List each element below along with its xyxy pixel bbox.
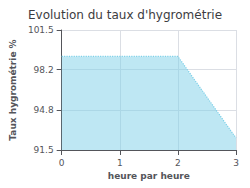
svg-text:101.5: 101.5 <box>28 25 54 35</box>
svg-text:0: 0 <box>59 158 65 168</box>
svg-text:3: 3 <box>233 158 239 168</box>
svg-text:1: 1 <box>117 158 123 168</box>
svg-text:91.5: 91.5 <box>34 145 54 155</box>
svg-text:Evolution du taux d'hygrométri: Evolution du taux d'hygrométrie <box>28 8 222 22</box>
svg-text:2: 2 <box>175 158 181 168</box>
svg-text:98.2: 98.2 <box>34 65 54 75</box>
svg-text:heure par heure: heure par heure <box>108 171 190 181</box>
svg-text:94.8: 94.8 <box>34 105 54 115</box>
svg-text:Taux hygrométrie %: Taux hygrométrie % <box>8 39 18 140</box>
